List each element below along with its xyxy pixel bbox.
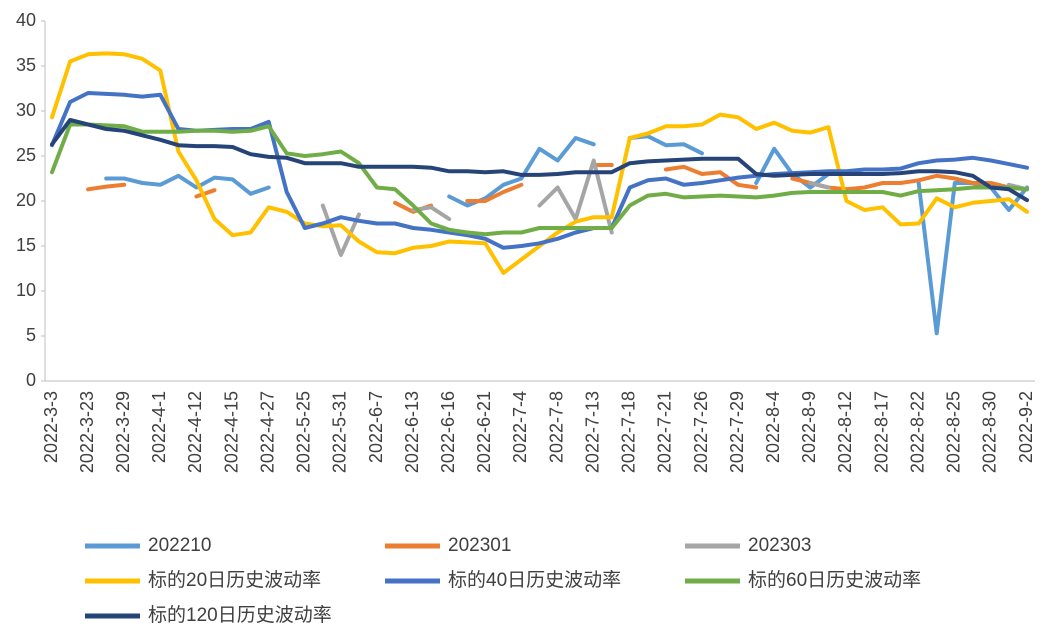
legend-label: 202301 bbox=[448, 535, 511, 556]
x-tick-label: 2022-5-25 bbox=[294, 391, 314, 473]
series-line bbox=[50, 91, 1029, 250]
x-tick-label: 2022-3-23 bbox=[77, 391, 97, 473]
x-tick-label: 2022-8-17 bbox=[871, 391, 891, 473]
x-tick-label: 2022-8-12 bbox=[835, 391, 855, 473]
x-tick-label: 2022-6-21 bbox=[474, 391, 494, 473]
x-tick-label: 2022-8-30 bbox=[980, 391, 1000, 473]
legend-label: 标的20日历史波动率 bbox=[148, 569, 321, 591]
x-tick-label: 2022-3-3 bbox=[41, 391, 61, 463]
x-tick-label: 2022-6-16 bbox=[438, 391, 458, 473]
x-tick-label: 2022-5-31 bbox=[330, 391, 350, 473]
x-tick-label: 2022-7-8 bbox=[546, 391, 566, 463]
y-tick-label: 20 bbox=[16, 190, 36, 210]
legend-label: 202210 bbox=[148, 535, 211, 556]
y-tick-label: 10 bbox=[16, 280, 36, 300]
x-tick-label: 2022-6-13 bbox=[402, 391, 422, 473]
x-tick-label: 2022-4-27 bbox=[257, 391, 277, 473]
x-tick-label: 2022-4-15 bbox=[221, 391, 241, 473]
x-tick-label: 2022-7-21 bbox=[655, 391, 675, 473]
y-tick-label: 35 bbox=[16, 55, 36, 75]
y-tick-label: 40 bbox=[16, 10, 36, 30]
x-tick-label: 2022-8-22 bbox=[907, 391, 927, 473]
y-tick-label: 0 bbox=[26, 370, 36, 390]
y-tick-label: 25 bbox=[16, 145, 36, 165]
x-tick-label: 2022-8-4 bbox=[763, 391, 783, 463]
series-line bbox=[104, 134, 1029, 336]
x-tick-label: 2022-7-29 bbox=[727, 391, 747, 473]
series-line bbox=[320, 158, 1029, 257]
series-line bbox=[50, 122, 1029, 237]
x-tick-label: 2022-9-2 bbox=[1016, 391, 1036, 463]
x-tick-label: 2022-8-9 bbox=[799, 391, 819, 463]
x-tick-label: 2022-4-12 bbox=[185, 391, 205, 473]
legend-label: 标的120日历史波动率 bbox=[148, 604, 332, 626]
x-tick-label: 2022-7-13 bbox=[582, 391, 602, 473]
x-tick-label: 2022-3-29 bbox=[113, 391, 133, 473]
x-tick-label: 2022-4-1 bbox=[149, 391, 169, 463]
y-tick-label: 30 bbox=[16, 100, 36, 120]
y-tick-label: 15 bbox=[16, 235, 36, 255]
y-tick-label: 5 bbox=[26, 325, 36, 345]
x-tick-label: 2022-7-18 bbox=[619, 391, 639, 473]
x-tick-label: 2022-7-4 bbox=[510, 391, 530, 463]
legend-label: 标的40日历史波动率 bbox=[448, 569, 621, 591]
legend-label: 标的60日历史波动率 bbox=[748, 569, 921, 591]
series-line bbox=[50, 118, 1029, 203]
x-tick-label: 2022-7-26 bbox=[691, 391, 711, 473]
x-tick-label: 2022-8-25 bbox=[944, 391, 964, 473]
legend-label: 202303 bbox=[748, 535, 811, 556]
series-line bbox=[50, 51, 1029, 275]
x-tick-label: 2022-6-7 bbox=[366, 391, 386, 463]
